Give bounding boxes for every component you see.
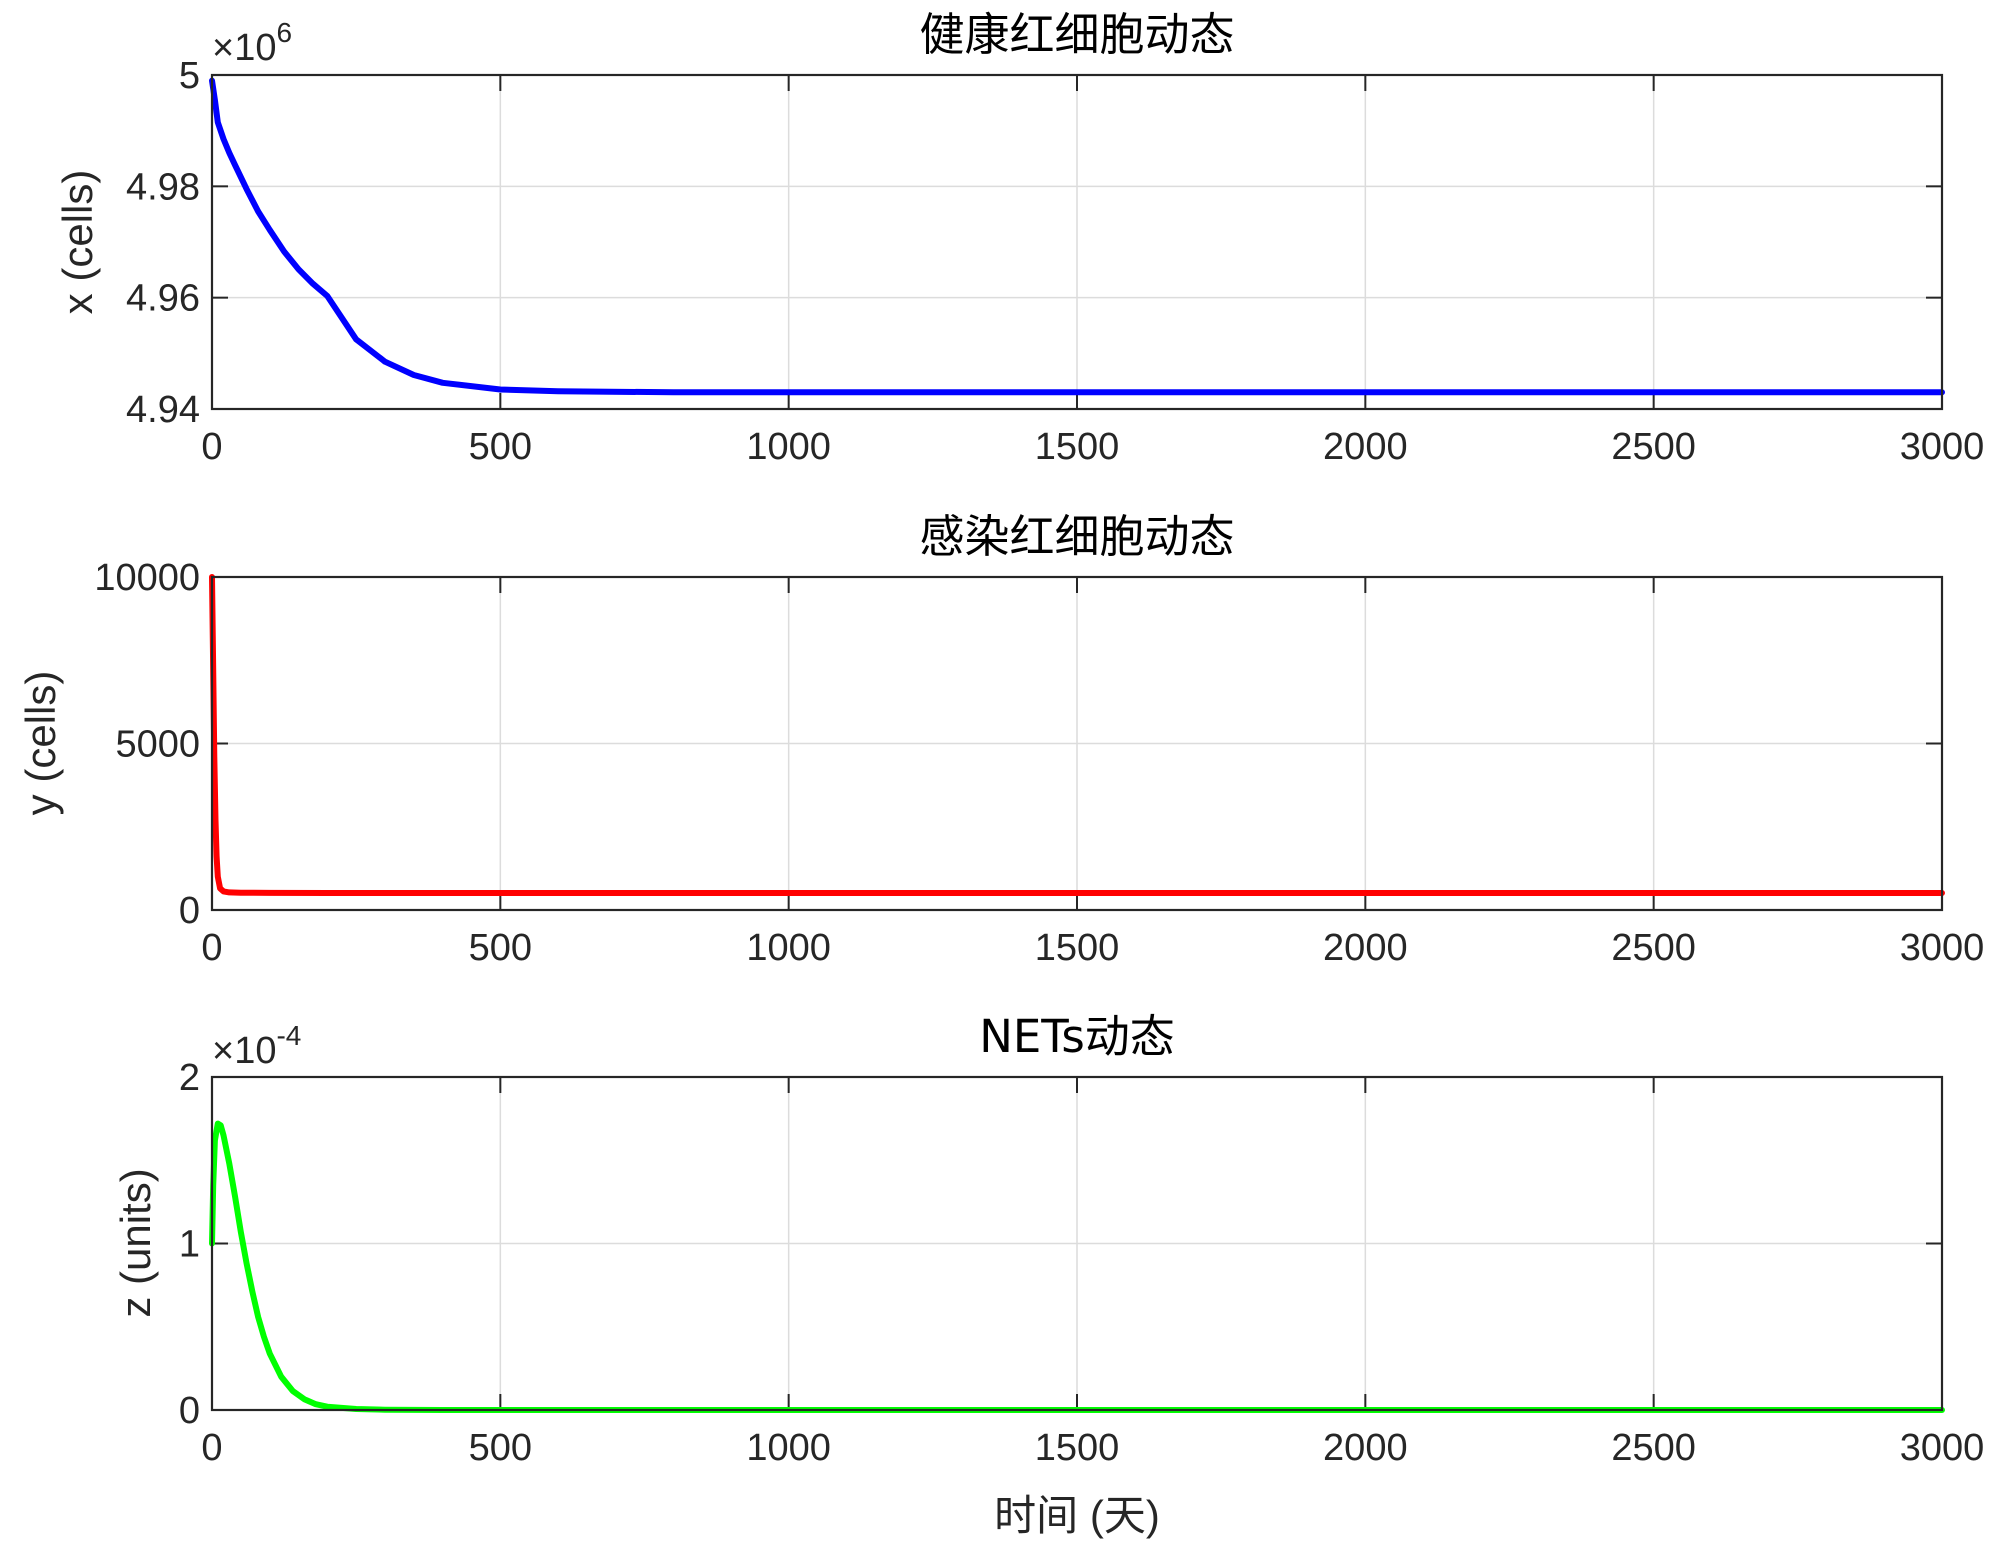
y-tick-label: 4.98 bbox=[126, 166, 200, 208]
axes-box bbox=[210, 575, 1944, 912]
y-exponent-superscript: -4 bbox=[276, 1020, 301, 1051]
chart-title: 感染红细胞动态 bbox=[919, 510, 1234, 563]
series-line bbox=[209, 77, 1945, 396]
x-tick-label: 2000 bbox=[1323, 1427, 1408, 1469]
axes-box bbox=[210, 1075, 1944, 1412]
axes-box bbox=[210, 73, 1944, 411]
series-line bbox=[209, 574, 1945, 896]
y-axis-label: z (units) bbox=[112, 1168, 159, 1317]
healthy-rbc-panel: 健康红细胞动态 ×106 x (cells) 0 500 1000 1500 2000 2… bbox=[54, 8, 1984, 468]
y-tick-label: 0 bbox=[179, 1390, 200, 1432]
y-tick-label: 10000 bbox=[94, 557, 200, 599]
nets-panel: NETs动态 ×10-4 z (units) 0 500 1000 1500 2000 2… bbox=[112, 1010, 1984, 1469]
x-tick-label: 3000 bbox=[1900, 426, 1985, 468]
y-exponent-superscript: 6 bbox=[276, 17, 292, 48]
x-tick-label: 2500 bbox=[1611, 1427, 1696, 1469]
x-tick-label: 500 bbox=[469, 1427, 532, 1469]
y-tick-label: 4.94 bbox=[126, 389, 200, 431]
x-tick-label: 500 bbox=[469, 927, 532, 969]
x-tick-label: 0 bbox=[201, 927, 222, 969]
y-axis-label: x (cells) bbox=[54, 170, 101, 315]
x-tick-label: 3000 bbox=[1900, 1427, 1985, 1469]
chart-title: 健康红细胞动态 bbox=[919, 8, 1234, 61]
x-tick-label: 0 bbox=[201, 426, 222, 468]
x-tick-label: 1000 bbox=[746, 927, 831, 969]
chart-title: NETs动态 bbox=[979, 1010, 1175, 1063]
x-tick-label: 500 bbox=[469, 426, 532, 468]
y-tick-label: 5000 bbox=[115, 724, 200, 766]
x-tick-label: 1500 bbox=[1035, 426, 1120, 468]
y-tick-label: 0 bbox=[179, 890, 200, 932]
x-tick-label: 2000 bbox=[1323, 927, 1408, 969]
x-tick-label: 2500 bbox=[1611, 426, 1696, 468]
infected-rbc-panel: 感染红细胞动态 y (cells) 0 500 1000 1500 2000 2500 30… bbox=[17, 510, 1984, 969]
x-tick-label: 3000 bbox=[1900, 927, 1985, 969]
x-tick-label: 1000 bbox=[746, 1427, 831, 1469]
x-tick-label: 2000 bbox=[1323, 426, 1408, 468]
y-tick-label: 4.96 bbox=[126, 278, 200, 320]
x-axis-label: 时间 (天) bbox=[994, 1492, 1160, 1539]
x-tick-label: 1500 bbox=[1035, 927, 1120, 969]
y-exponent-label: ×106 bbox=[212, 17, 292, 69]
x-tick-label: 1000 bbox=[746, 426, 831, 468]
y-tick-label: 5 bbox=[179, 55, 200, 97]
x-tick-label: 2500 bbox=[1611, 927, 1696, 969]
y-tick-label: 2 bbox=[179, 1057, 200, 1099]
y-axis-label: y (cells) bbox=[17, 671, 64, 816]
x-tick-label: 1500 bbox=[1035, 1427, 1120, 1469]
y-exponent-label: ×10-4 bbox=[212, 1020, 301, 1072]
x-tick-label: 0 bbox=[201, 1427, 222, 1469]
y-tick-label: 1 bbox=[179, 1224, 200, 1266]
